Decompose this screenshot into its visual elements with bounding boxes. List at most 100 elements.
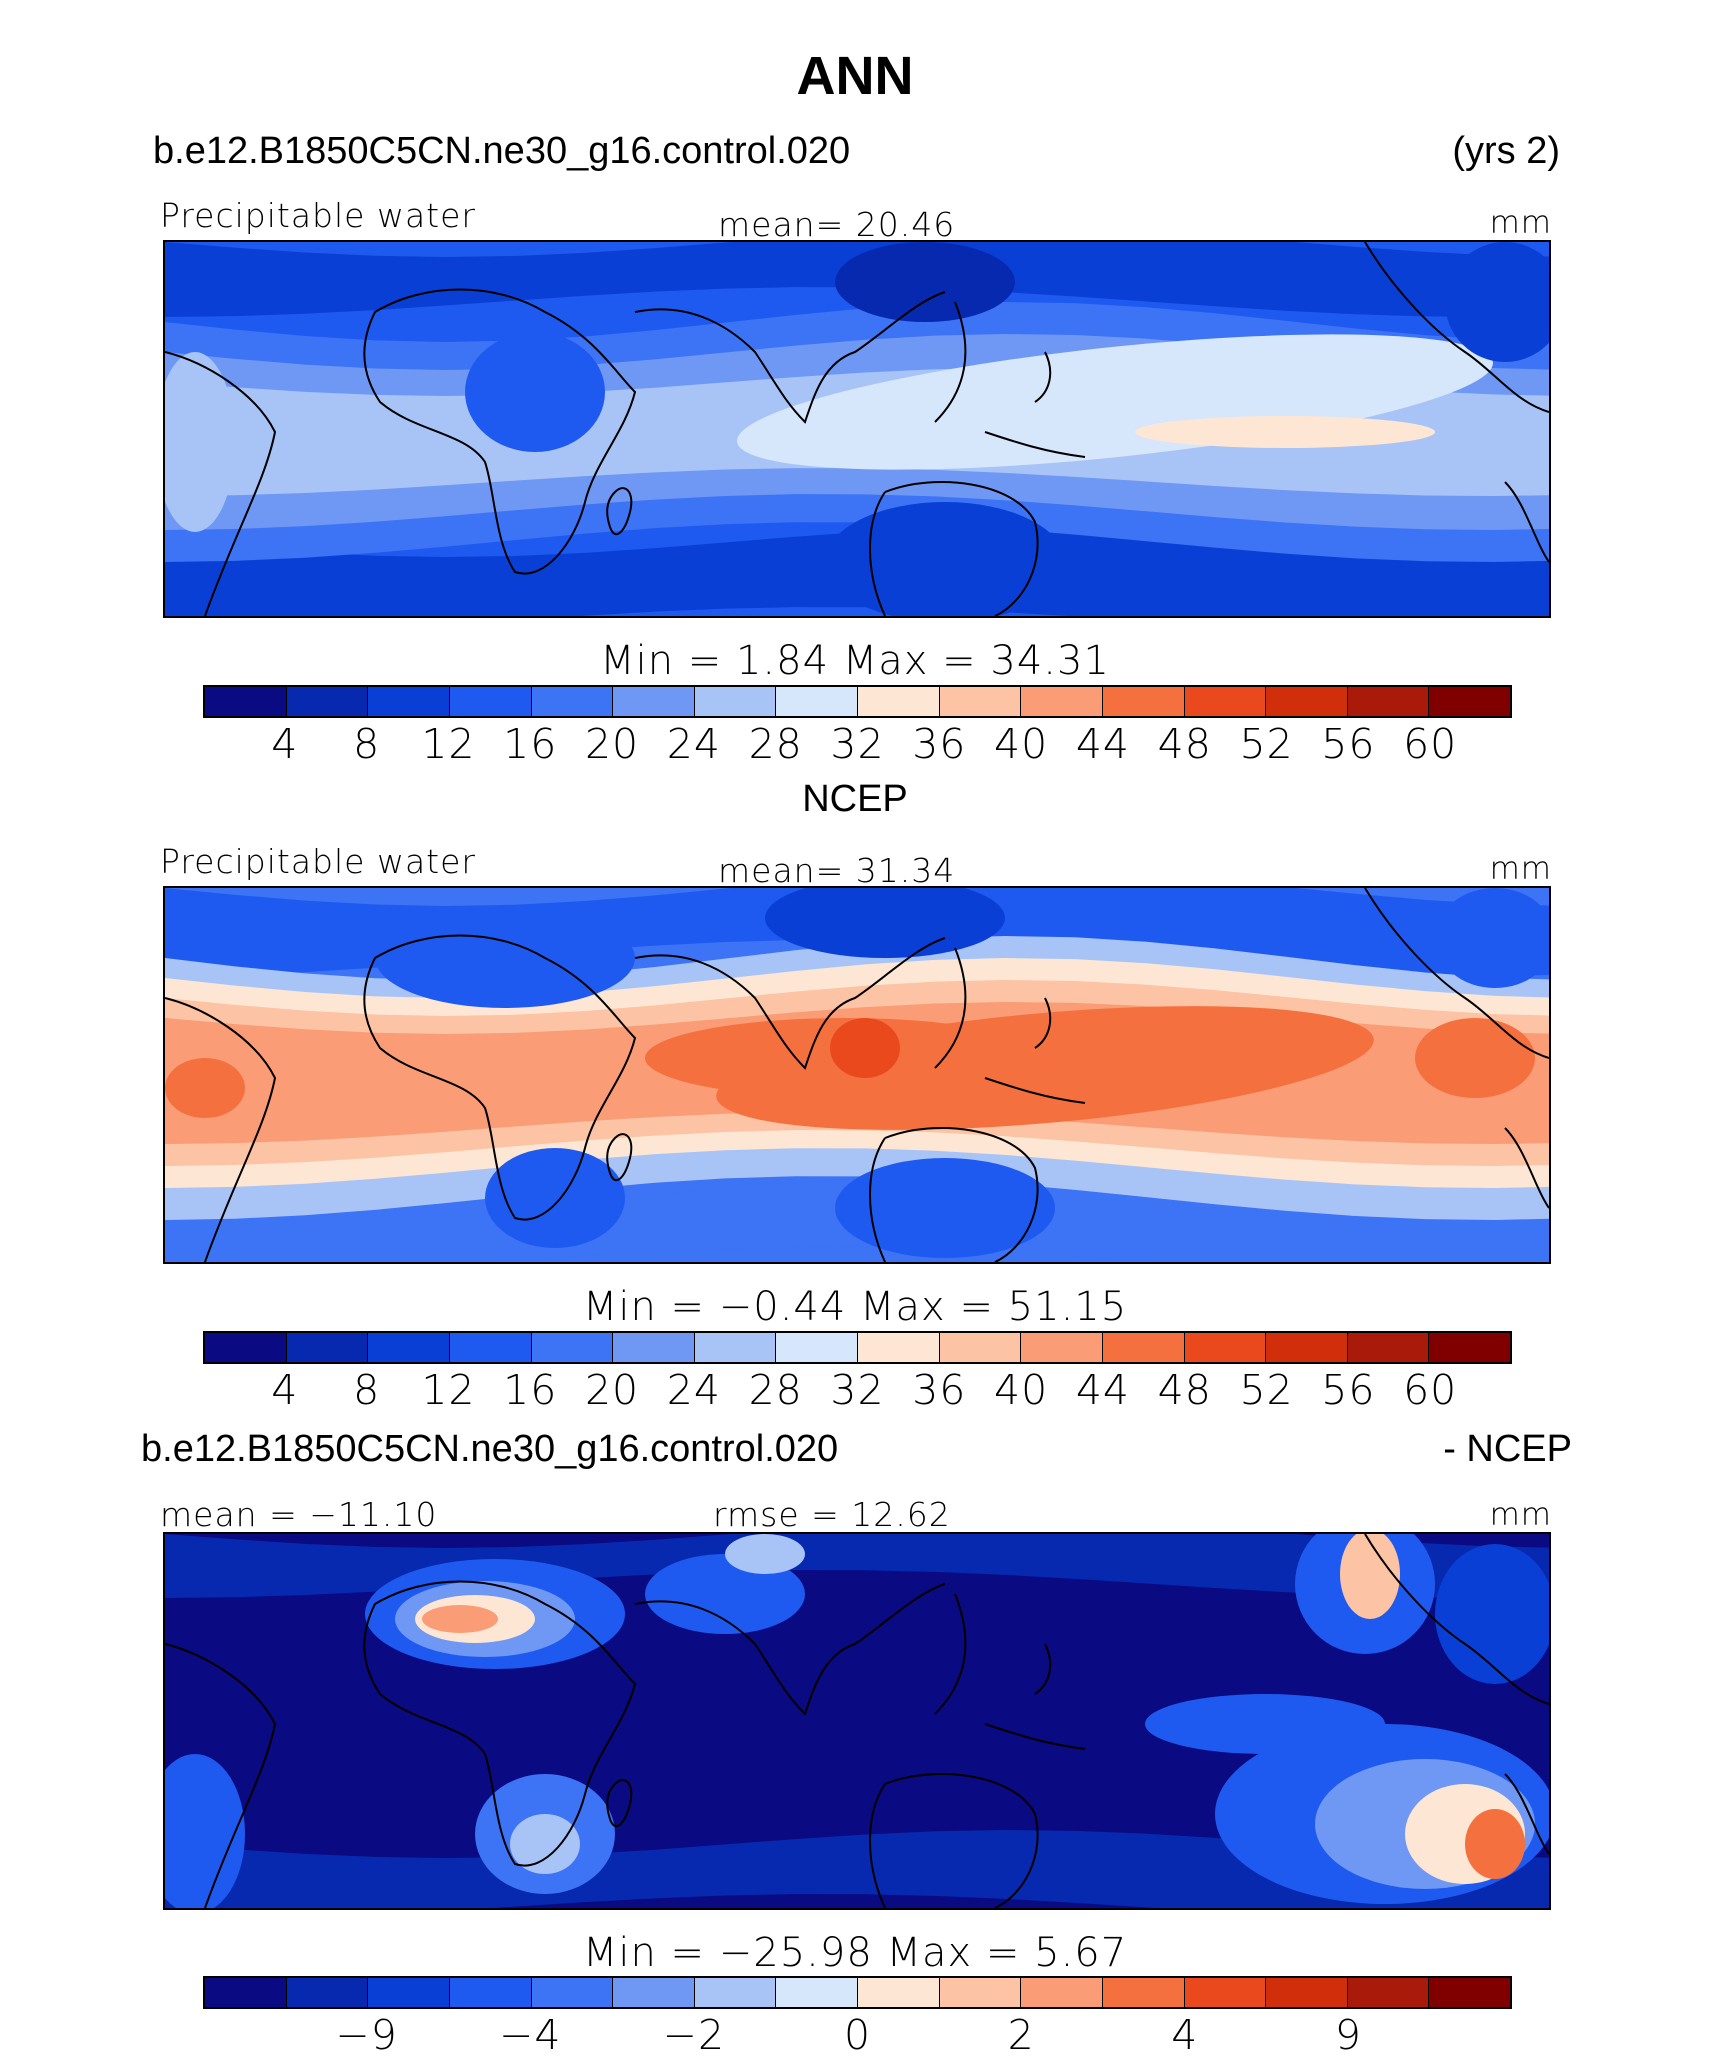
colorbar-tick-label: 20 [584,720,640,768]
coastline [363,288,637,575]
colorbar-tick-label: 32 [830,1366,885,1414]
colorbar-tick-label: 60 [1403,1366,1458,1414]
colorbar-cell [531,1978,614,2007]
coastline [934,1593,1086,1750]
field-anomaly-region [1340,1534,1400,1619]
field-moist-region [1415,1018,1535,1098]
colorbar-cell [1021,687,1103,716]
field-dry-region [375,908,635,1008]
panel3-mean-label: mean = −11.10 [160,1495,438,1534]
coastline [606,487,633,536]
panel3-minus-ncep-label: - NCEP [1443,1428,1572,1470]
colorbar-tick-label: 36 [912,1366,967,1414]
colorbar-cell [449,1978,532,2007]
colorbar-tick-label: 52 [1239,720,1294,768]
field-dry-region [1445,242,1549,362]
field-anomaly-region [1145,1694,1385,1754]
colorbar-cell [1429,1333,1510,1362]
colorbar-tick-label: 2 [1007,2011,1035,2059]
panel3-units-label: mm [1489,1497,1552,1533]
panel2-minmax-label: Min = −0.44 Max = 51.15 [582,1284,1128,1330]
colorbar-cell [1429,687,1510,716]
colorbar-cell [1347,1333,1430,1362]
colorbar-cell [1429,1978,1510,2007]
panel2-colorbar [203,1331,1512,1364]
field-dry-region [835,242,1015,322]
panel3-colorbar [203,1976,1512,2009]
field-dry-region [465,332,605,452]
coastline [606,1133,633,1182]
colorbar-tick-label: −4 [499,2011,562,2059]
colorbar-tick-label: 36 [912,720,967,768]
colorbar-cell [613,1333,695,1362]
colorbar-cell [205,687,287,716]
panel2-variable-label: Precipitable water [160,842,476,881]
field-moist-region [165,352,235,532]
colorbar-tick-label: 24 [666,1366,721,1414]
panel1-map [163,240,1551,618]
field-anomaly-region [422,1605,498,1633]
field-anomaly-region [1435,1544,1549,1684]
colorbar-tick-label: 60 [1403,720,1458,768]
colorbar-cell [939,687,1022,716]
colorbar-tick-label: 12 [421,1366,476,1414]
main-title: ANN [796,46,914,106]
panel1-units-label: mm [1489,205,1552,241]
colorbar-cell [1347,1978,1430,2007]
colorbar-cell [368,1978,450,2007]
colorbar-tick-label: 44 [1075,720,1131,768]
coastline [363,1580,637,1867]
colorbar-tick-label: 28 [748,1366,803,1414]
panel2-units-label: mm [1489,851,1552,887]
colorbar-tick-label: 12 [421,720,476,768]
panel1-colorbar [203,685,1512,718]
colorbar-tick-label: 56 [1321,720,1376,768]
field-band [165,1830,1549,1908]
coastline [363,934,637,1221]
colorbar-cell [286,1333,369,1362]
coastline [165,997,277,1262]
colorbar-tick-label: 9 [1334,2011,1362,2059]
colorbar-cell [1266,687,1348,716]
colorbar-tick-label: 4 [271,1366,299,1414]
panel1-variable-label: Precipitable water [160,196,476,235]
panel1-case-title: b.e12.B1850C5CN.ne30_g16.control.020 [153,130,851,172]
colorbar-cell [449,687,532,716]
panel2-case-title: NCEP [802,778,908,820]
coastline [634,937,946,1070]
colorbar-cell [694,1333,777,1362]
panel2-mean-label: mean= 31.34 [718,851,956,890]
coastline [634,1583,946,1716]
colorbar-tick-label: 8 [353,1366,381,1414]
colorbar-cell [449,1333,532,1362]
colorbar-cell [776,1978,858,2007]
colorbar-cell [939,1333,1022,1362]
field-warm-pool [1135,416,1435,448]
field-anomaly-region [510,1814,580,1874]
colorbar-cell [205,1333,287,1362]
coastline [1364,1534,1549,1855]
field-anomaly-region [1465,1809,1525,1879]
colorbar-tick-label: 16 [503,720,558,768]
colorbar-tick-label: 4 [1171,2011,1199,2059]
colorbar-cell [776,1333,858,1362]
colorbar-cell [1102,1978,1185,2007]
colorbar-cell [368,1333,450,1362]
coastline [934,947,1086,1104]
colorbar-tick-label: 32 [830,720,885,768]
colorbar-tick-label: −9 [335,2011,398,2059]
colorbar-tick-label: 44 [1075,1366,1131,1414]
coastline [1364,242,1549,563]
colorbar-cell [205,1978,287,2007]
colorbar-tick-label: 16 [503,1366,558,1414]
colorbar-tick-label: 40 [994,1366,1049,1414]
colorbar-tick-label: 48 [1157,720,1212,768]
colorbar-cell [613,687,695,716]
colorbar-cell [1184,1333,1267,1362]
colorbar-cell [1347,687,1430,716]
panel3-map [163,1532,1551,1910]
field-anomaly-region [725,1534,805,1574]
field-dry-region [485,1148,625,1248]
colorbar-tick-label: 48 [1157,1366,1212,1414]
colorbar-cell [1266,1333,1348,1362]
